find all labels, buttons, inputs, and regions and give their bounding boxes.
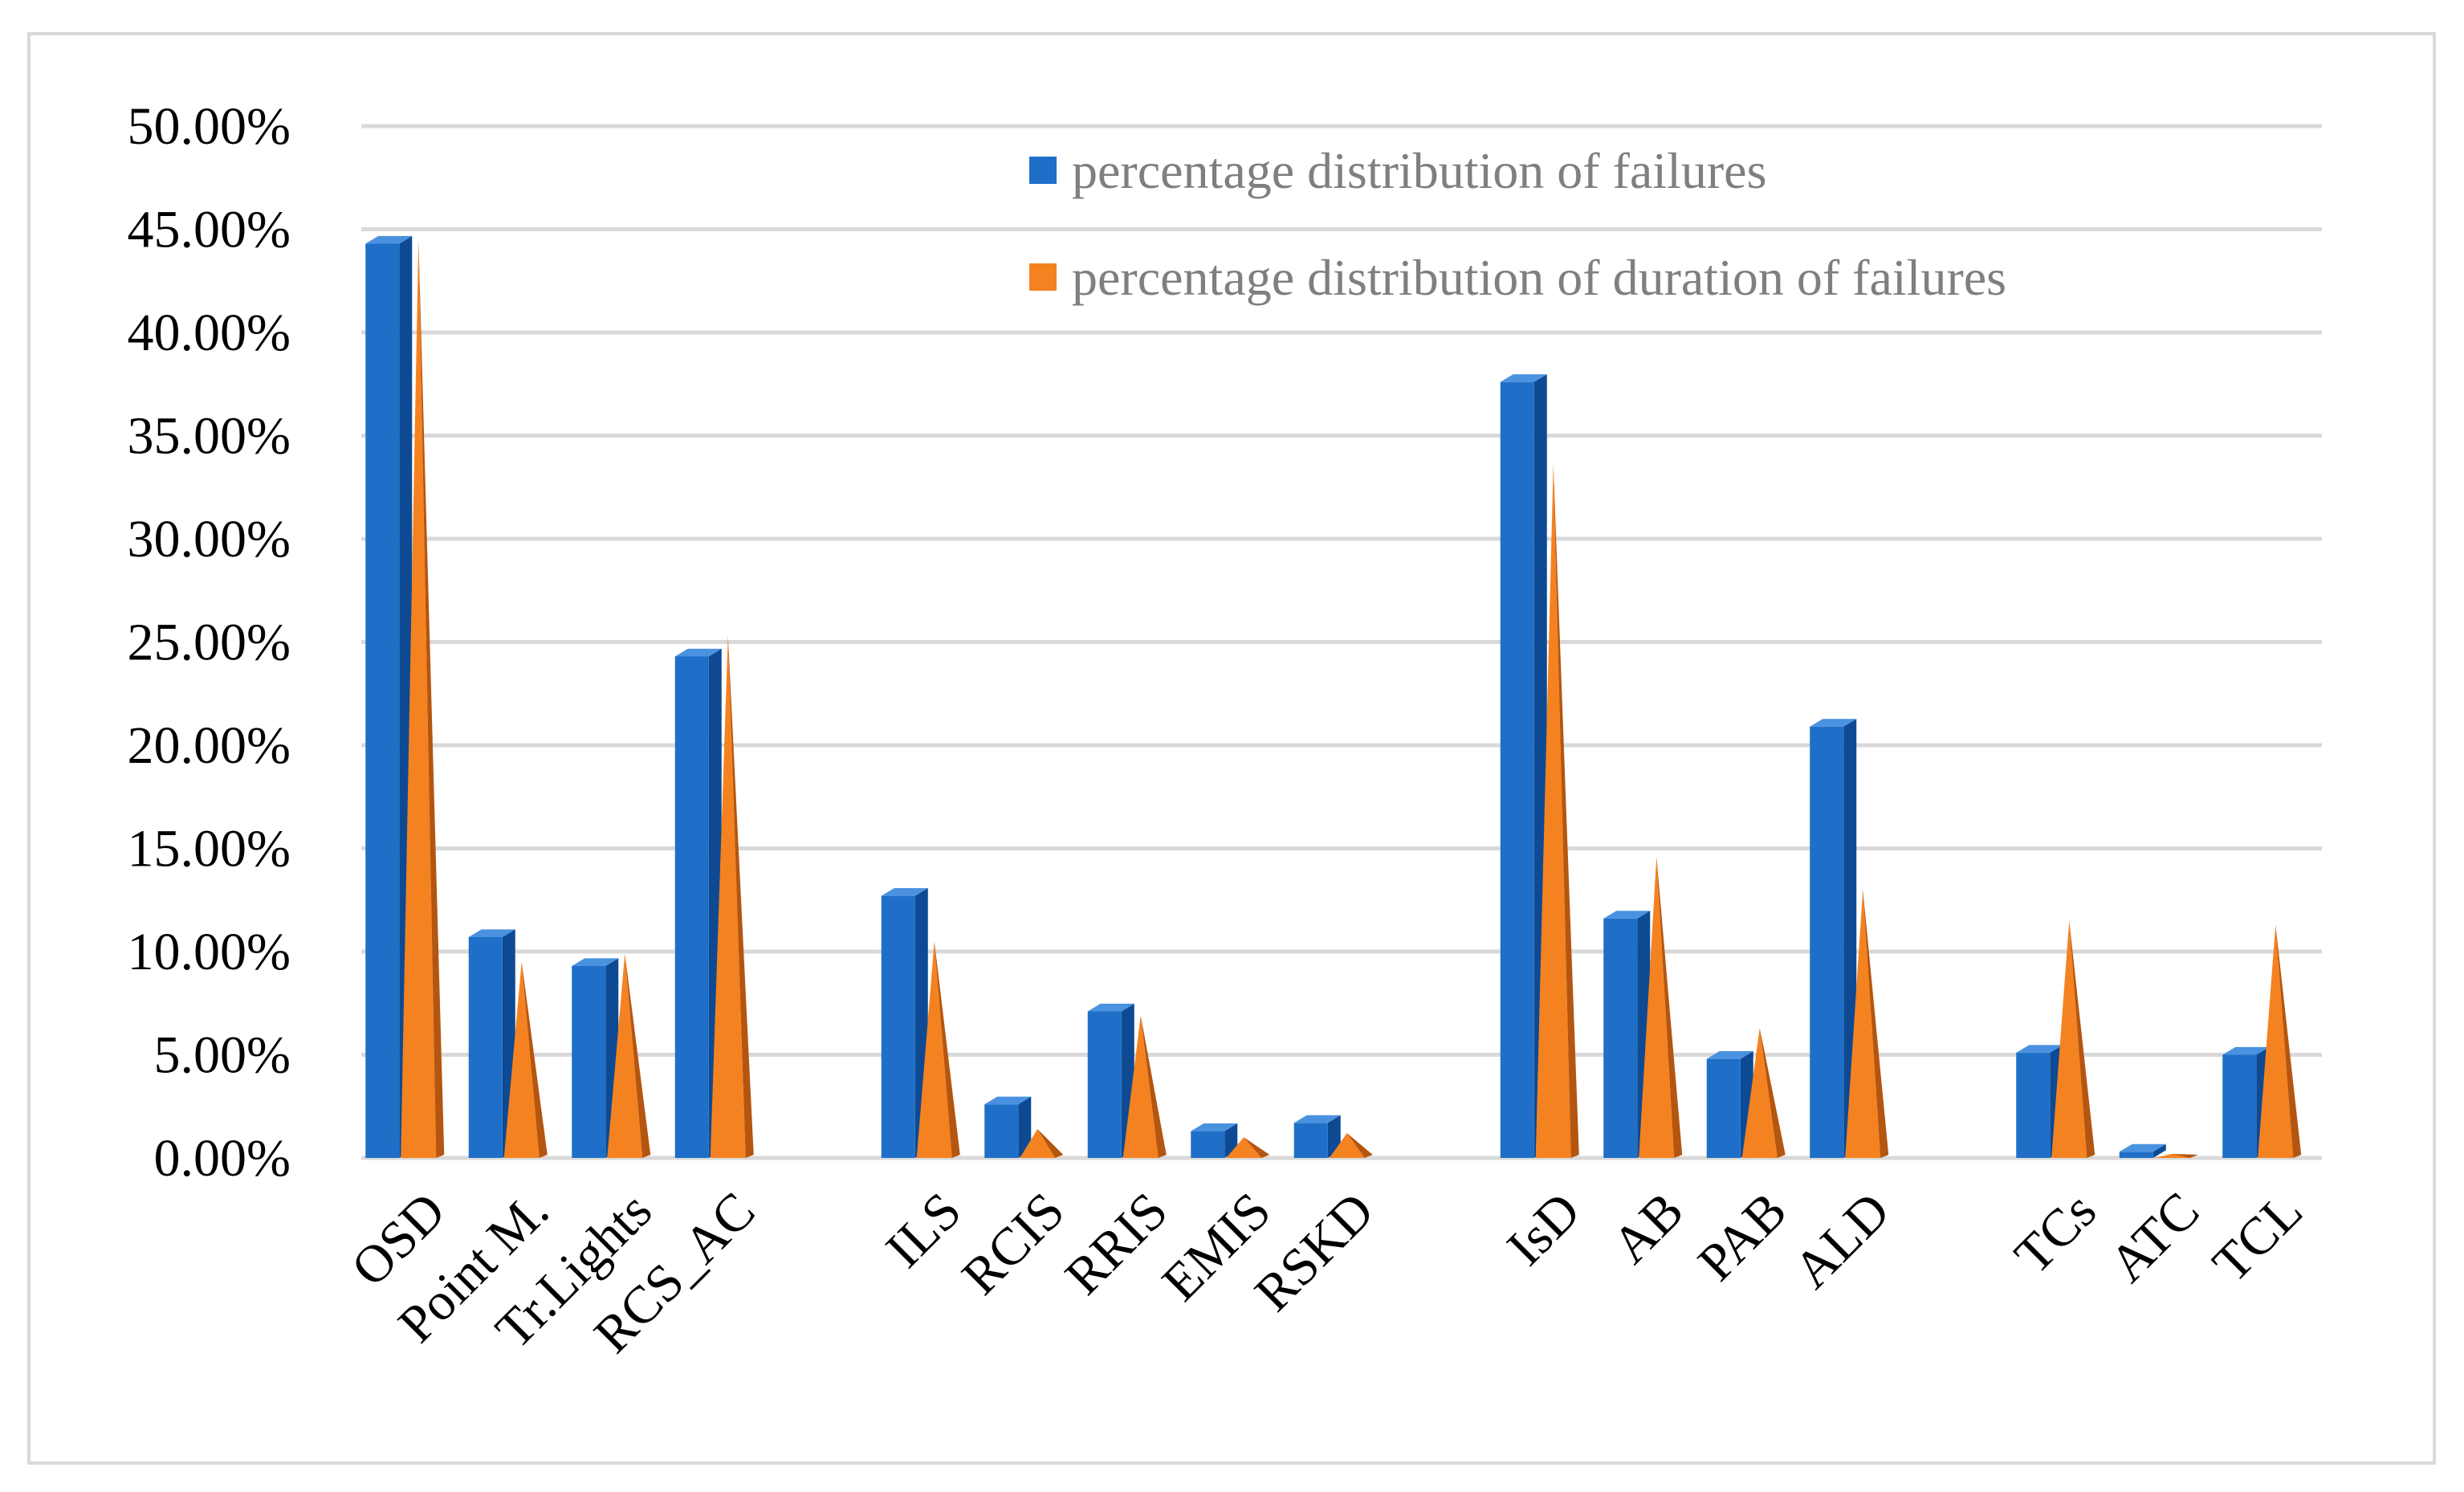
y-tick-label: 20.00% [128, 716, 291, 775]
y-tick-label: 5.00% [154, 1026, 291, 1085]
bar-failures [2119, 1143, 2166, 1158]
bar-failures [1706, 1051, 1753, 1158]
cone-duration [916, 941, 960, 1158]
bar-failures [365, 235, 413, 1158]
cone-duration [1020, 1129, 1064, 1158]
y-tick-label: 15.00% [128, 820, 291, 878]
y-tick-label: 40.00% [128, 304, 291, 362]
cone-duration [1639, 856, 1683, 1158]
y-tick-label: 50.00% [128, 97, 291, 156]
bar-failures [572, 958, 619, 1158]
y-tick-label: 30.00% [128, 510, 291, 569]
legend: percentage distribution of failures perc… [1029, 142, 2006, 306]
cone-duration [1535, 464, 1579, 1158]
cone-duration [1845, 889, 1889, 1158]
legend-swatch-duration [1029, 263, 1057, 291]
bar-failures [984, 1096, 1032, 1158]
legend-label-failures: percentage distribution of failures [1072, 142, 1766, 199]
y-tick-label: 45.00% [128, 201, 291, 259]
cone-duration [401, 239, 445, 1159]
y-axis-ticks: 0.00% 5.00% 10.00% 15.00% 20.00% 25.00% 30.00%… [128, 97, 291, 1188]
cone-duration [503, 961, 548, 1158]
cone-duration [1329, 1133, 1373, 1158]
cone-duration [1741, 1028, 1786, 1158]
legend-swatch-failures [1029, 157, 1057, 184]
cone-duration [607, 953, 651, 1158]
cone-duration [2051, 920, 2095, 1158]
legend-label-duration: percentage distribution of duration of f… [1072, 249, 2006, 306]
y-tick-label: 0.00% [154, 1129, 291, 1188]
y-tick-label: 35.00% [128, 407, 291, 466]
bar-failures [1293, 1115, 1341, 1158]
cone-duration [2154, 1153, 2198, 1158]
bar-failures [1191, 1123, 1238, 1158]
bars [365, 235, 2302, 1159]
y-tick-label: 10.00% [128, 923, 291, 981]
y-tick-label: 25.00% [128, 614, 291, 672]
bar-failures [1810, 719, 1857, 1158]
bar-failures [1087, 1003, 1134, 1158]
cone-duration [1226, 1137, 1270, 1158]
cone-duration [1122, 1015, 1167, 1158]
bar-failures [674, 648, 722, 1158]
cone-duration [2258, 924, 2302, 1158]
cone-duration [710, 635, 754, 1158]
